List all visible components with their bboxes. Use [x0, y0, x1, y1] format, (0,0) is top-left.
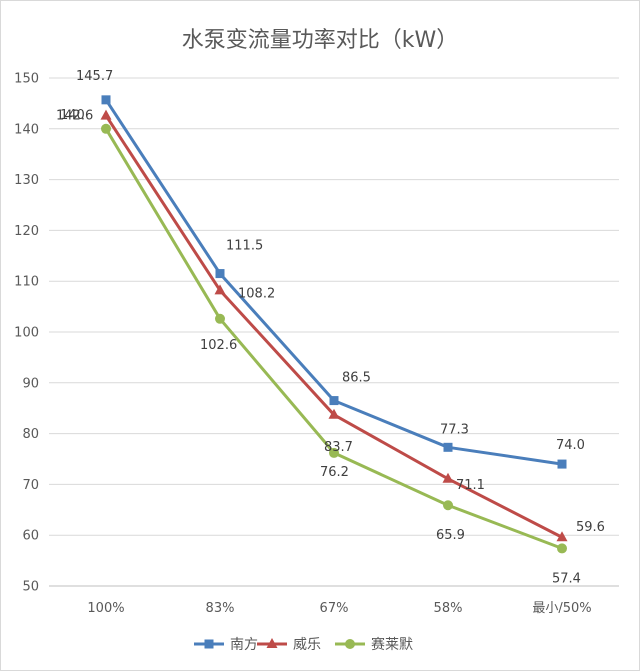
legend-marker: [204, 639, 214, 649]
legend: 南方 威乐 赛莱默: [194, 637, 413, 653]
data-labels: 145.7 111.5 86.5 77.3 74.0 142.6 108.2 83.7 71.1…: [56, 69, 605, 587]
y-tick-label: 150: [14, 72, 39, 87]
y-tick-label: 120: [14, 224, 39, 239]
data-label: 65.9: [436, 528, 465, 543]
data-label: 83.7: [324, 440, 353, 455]
data-label: 74.0: [556, 438, 585, 453]
y-tick-label: 140: [14, 122, 39, 137]
y-tick-label: 80: [22, 427, 39, 442]
legend-marker: [345, 639, 355, 649]
data-label: 86.5: [342, 371, 371, 386]
data-point: [328, 408, 340, 419]
data-label: 108.2: [238, 286, 275, 301]
data-point: [215, 269, 225, 279]
y-tick-label: 50: [22, 580, 39, 595]
legend-item: 赛莱默: [335, 637, 413, 653]
y-tick-label: 60: [22, 529, 39, 544]
x-tick-label: 58%: [434, 601, 463, 616]
data-point: [443, 442, 453, 452]
y-tick-label: 130: [14, 173, 39, 188]
chart-title: 水泵变流量功率对比（kW）: [182, 28, 459, 53]
data-point: [556, 531, 568, 542]
y-tick-label: 90: [22, 376, 39, 391]
data-label: 145.7: [76, 69, 113, 84]
series-layer: [100, 95, 568, 554]
data-label: 57.4: [552, 571, 581, 586]
legend-item: 威乐: [257, 637, 321, 653]
data-point: [101, 95, 111, 105]
x-tick-label: 最小/50%: [532, 601, 591, 616]
data-label: 76.2: [320, 465, 349, 480]
legend-marker: [266, 638, 278, 648]
data-label: 140: [60, 108, 85, 123]
legend-label: 威乐: [293, 637, 321, 653]
data-label: 71.1: [456, 478, 485, 493]
data-point: [100, 109, 112, 120]
data-label: 59.6: [576, 520, 605, 535]
x-tick-label: 67%: [320, 601, 349, 616]
series-line: [104, 128, 563, 550]
data-point: [557, 543, 567, 554]
data-label: 111.5: [226, 239, 263, 254]
data-label: 142.6: [56, 109, 93, 124]
legend-label: 赛莱默: [371, 637, 413, 653]
data-point: [214, 284, 226, 295]
data-point: [557, 459, 567, 469]
x-tick-label: 83%: [206, 601, 235, 616]
data-point: [443, 500, 453, 511]
data-point: [329, 396, 339, 406]
axes: 50 60 70 80 90 100 110 120 130 140 150 100% 83% 67% 58…: [14, 72, 619, 616]
x-tick-label: 100%: [87, 601, 124, 616]
y-tick-label: 70: [22, 478, 39, 493]
data-label: 102.6: [200, 338, 237, 353]
data-point: [329, 447, 339, 458]
data-point: [442, 472, 454, 483]
data-point: [215, 313, 225, 324]
data-point: [101, 123, 111, 134]
legend-item: 南方: [194, 637, 258, 653]
data-label: 77.3: [440, 422, 469, 437]
y-tick-label: 110: [14, 275, 39, 290]
legend-label: 南方: [230, 637, 258, 653]
gridlines: [49, 77, 619, 536]
y-tick-label: 100: [14, 326, 39, 341]
